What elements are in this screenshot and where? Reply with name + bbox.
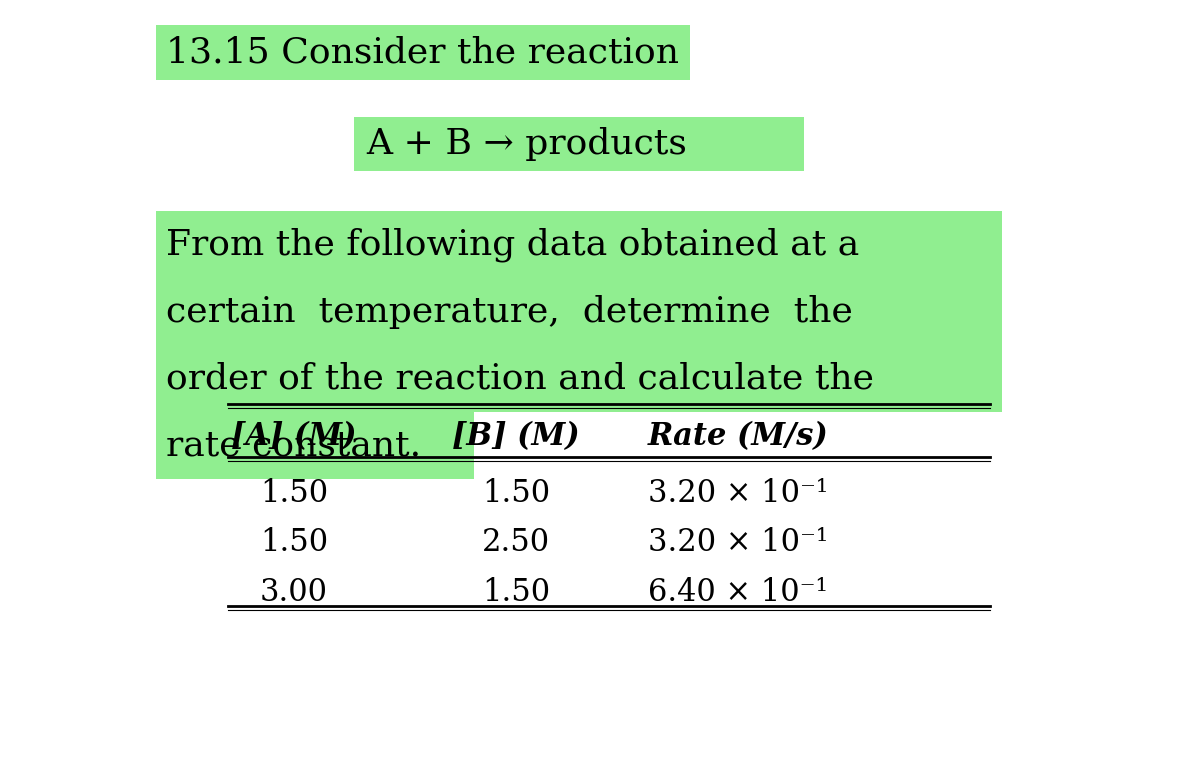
Text: From the following data obtained at a: From the following data obtained at a [166,227,859,262]
Text: 2.50: 2.50 [482,527,550,559]
Text: 6.40 × 10⁻¹: 6.40 × 10⁻¹ [648,577,828,608]
Text: [A] (M): [A] (M) [232,421,356,452]
Text: 3.00: 3.00 [260,577,328,608]
Text: 3.20 × 10⁻¹: 3.20 × 10⁻¹ [648,478,828,509]
FancyBboxPatch shape [354,117,804,171]
Text: order of the reaction and calculate the: order of the reaction and calculate the [166,362,874,395]
FancyBboxPatch shape [156,25,690,80]
Text: 3.20 × 10⁻¹: 3.20 × 10⁻¹ [648,527,828,559]
Text: [B] (M): [B] (M) [452,421,580,452]
FancyBboxPatch shape [156,412,474,479]
Text: 1.50: 1.50 [482,478,550,509]
Text: rate constant.: rate constant. [166,429,421,463]
Text: Rate (M/s): Rate (M/s) [648,421,828,452]
Text: 1.50: 1.50 [482,577,550,608]
Text: 13.15 Consider the reaction: 13.15 Consider the reaction [166,36,679,69]
Text: 1.50: 1.50 [260,527,328,559]
FancyBboxPatch shape [156,278,1002,345]
Text: certain  temperature,  determine  the: certain temperature, determine the [166,295,852,328]
FancyBboxPatch shape [156,211,1002,278]
FancyBboxPatch shape [156,345,1002,412]
Text: A + B → products: A + B → products [366,127,686,161]
Text: 1.50: 1.50 [260,478,328,509]
